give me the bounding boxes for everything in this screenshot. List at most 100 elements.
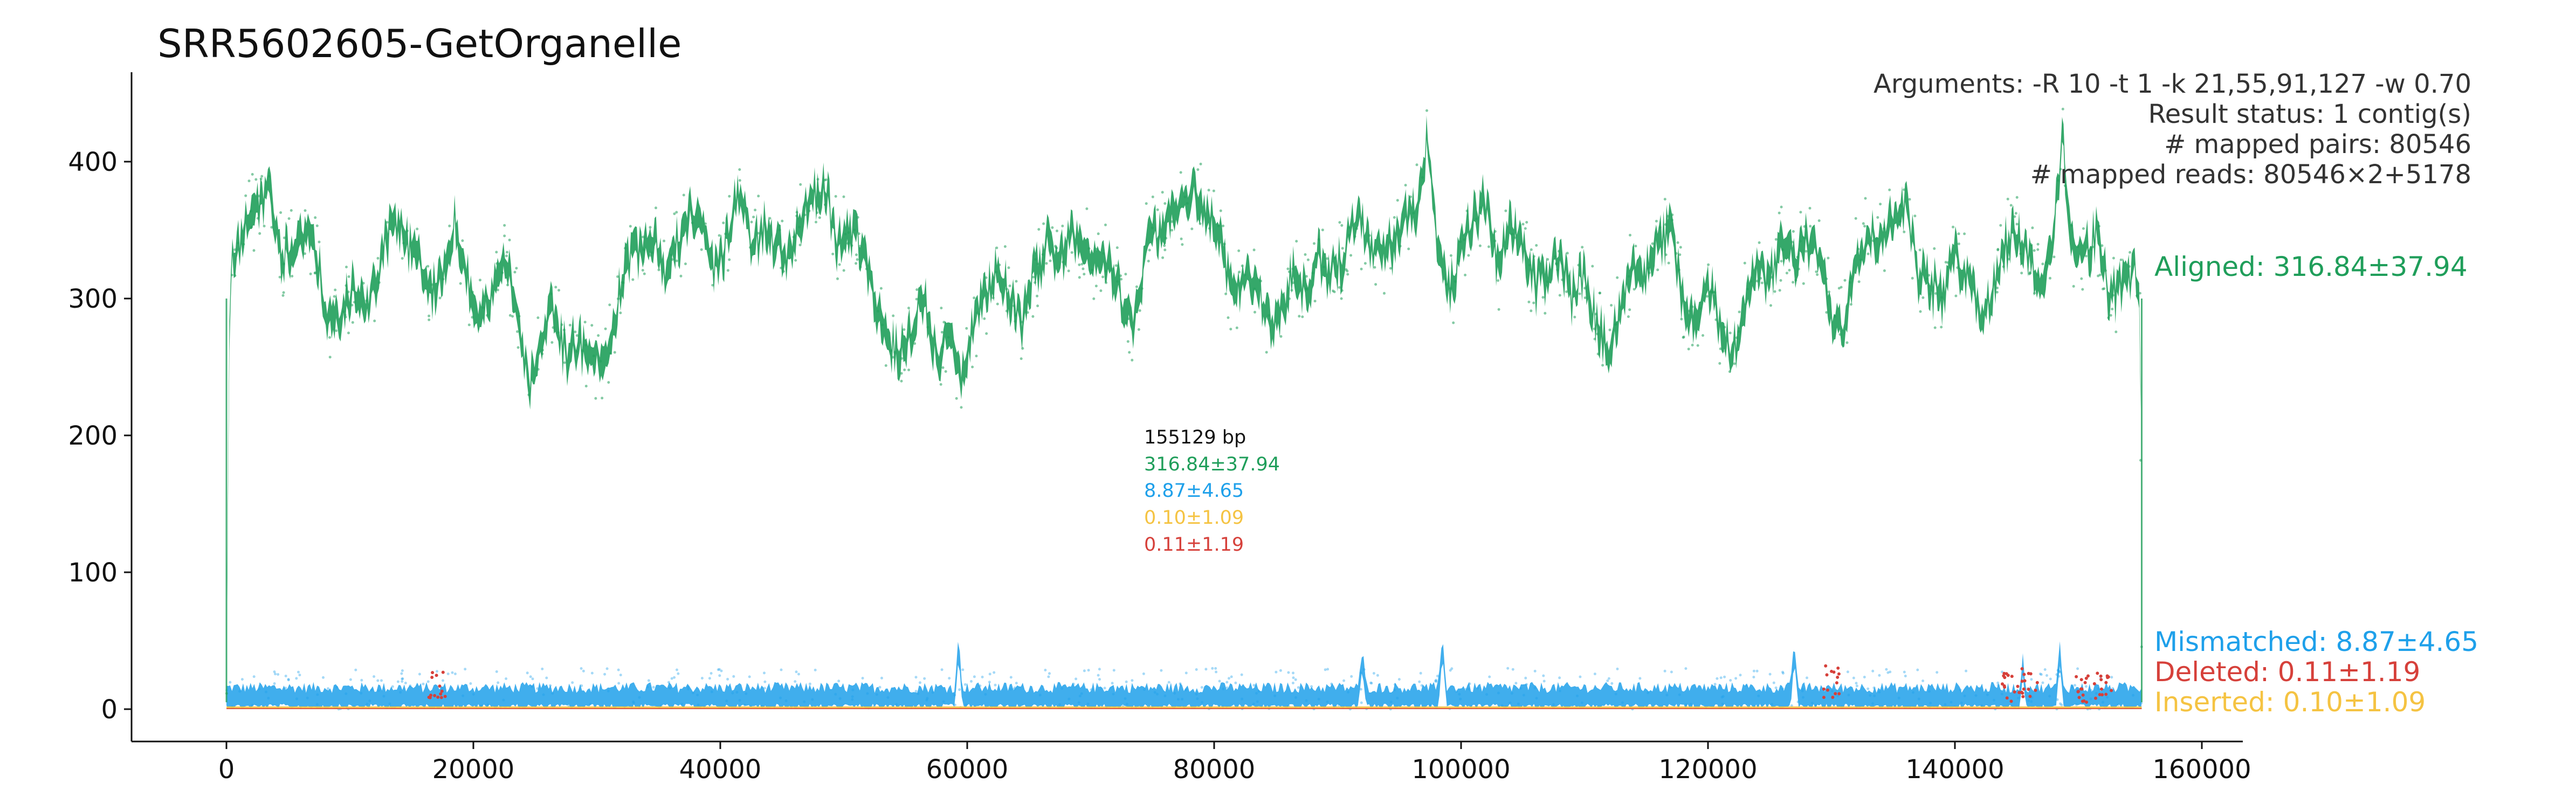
- mismatched-point: [784, 699, 788, 702]
- mismatched-point: [1944, 703, 1947, 706]
- mismatched-point: [1228, 677, 1230, 680]
- aligned-point: [941, 345, 945, 349]
- mismatched-point: [1434, 680, 1437, 683]
- mismatched-point: [646, 685, 649, 689]
- mismatched-point: [1125, 703, 1128, 706]
- mismatched-point: [779, 696, 782, 699]
- mismatched-point: [1716, 677, 1719, 680]
- aligned-point: [1913, 214, 1917, 218]
- mismatched-point: [1524, 676, 1527, 680]
- mismatched-point: [2057, 669, 2060, 673]
- mismatched-point: [1467, 688, 1470, 691]
- mismatched-point: [1124, 697, 1127, 700]
- aligned-point: [554, 286, 557, 289]
- aligned-point: [757, 232, 760, 235]
- mismatched-point: [726, 677, 729, 681]
- series-labels: Aligned: 316.84±37.94 Mismatched: 8.87±4…: [2154, 251, 2478, 718]
- mismatched-point: [605, 667, 609, 670]
- mismatched-point: [1360, 701, 1363, 704]
- aligned-point: [750, 220, 753, 224]
- aligned-point: [568, 323, 571, 327]
- mismatched-point: [2084, 685, 2088, 688]
- aligned-point: [983, 317, 986, 320]
- aligned-point: [1928, 293, 1932, 296]
- aligned-point: [1825, 277, 1828, 280]
- aligned-point: [2007, 258, 2010, 261]
- aligned-point: [1872, 239, 1875, 242]
- aligned-point: [1036, 304, 1039, 308]
- deleted-point: [441, 670, 445, 674]
- aligned-point: [1061, 224, 1064, 227]
- aligned-point: [1995, 290, 1999, 294]
- mismatched-point: [1855, 684, 1858, 688]
- mismatched-point: [1889, 670, 1892, 674]
- aligned-point: [738, 179, 741, 182]
- deleted-point: [2034, 689, 2037, 692]
- aligned-point: [304, 209, 307, 212]
- mismatched-point: [1621, 701, 1624, 704]
- deleted-point: [1824, 664, 1828, 668]
- mismatched-point: [973, 675, 976, 678]
- mismatched-point: [315, 703, 319, 706]
- mismatched-point: [265, 690, 267, 694]
- aligned-point: [575, 350, 578, 353]
- aligned-point: [1794, 279, 1797, 282]
- arguments-block: Arguments: -R 10 -t 1 -k 21,55,91,127 -w…: [1874, 69, 2471, 190]
- aligned-point: [1530, 309, 1533, 313]
- mismatched-point: [1215, 670, 1218, 674]
- mismatched-point: [1257, 690, 1261, 693]
- aligned-point: [2127, 265, 2131, 268]
- aligned-point: [1528, 264, 1531, 267]
- aligned-point: [798, 244, 802, 247]
- aligned-point: [1718, 362, 1721, 365]
- aligned-point: [846, 242, 850, 245]
- mismatched-point: [1090, 688, 1093, 691]
- aligned-point: [2081, 288, 2084, 291]
- mismatched-point: [1713, 683, 1717, 686]
- mismatched-point: [582, 669, 585, 673]
- aligned-point: [541, 352, 544, 356]
- mismatched-point: [1542, 680, 1546, 683]
- aligned-point: [1921, 296, 1925, 299]
- deleted-point: [2017, 691, 2021, 695]
- aligned-stat-text: 316.84±37.94: [1144, 454, 1280, 475]
- mismatched-point: [1397, 678, 1401, 681]
- mismatched-point: [1204, 668, 1208, 671]
- aligned-point: [1596, 352, 1600, 356]
- aligned-point: [621, 281, 624, 284]
- aligned-point: [2002, 265, 2005, 268]
- mismatched-point: [1729, 679, 1732, 682]
- aligned-point: [1148, 248, 1151, 252]
- aligned-point: [287, 217, 291, 220]
- mismatched-point: [780, 668, 783, 671]
- mismatched-point: [692, 691, 695, 695]
- aligned-point: [315, 224, 319, 227]
- mismatched-point: [677, 672, 680, 675]
- deleted-point: [2002, 671, 2006, 675]
- mismatched-point: [1510, 692, 1513, 695]
- aligned-point: [1656, 268, 1659, 272]
- aligned-point: [838, 263, 841, 266]
- mismatched-point: [1500, 704, 1504, 707]
- genome-length-text: 155129 bp: [1144, 427, 1246, 448]
- aligned-point: [900, 379, 903, 383]
- mismatched-point: [925, 698, 928, 702]
- aligned-point: [1956, 266, 1959, 269]
- aligned-point: [1085, 207, 1089, 210]
- mismatched-point: [878, 685, 881, 689]
- aligned-point: [233, 274, 237, 277]
- x-tick-label: 20000: [432, 754, 515, 785]
- mismatched-point: [687, 685, 690, 688]
- aligned-point: [1664, 223, 1667, 226]
- deleted-point: [2084, 676, 2088, 680]
- mismatched-point: [1075, 677, 1078, 681]
- mismatched-point: [2102, 701, 2104, 704]
- aligned-point: [1676, 241, 1679, 244]
- aligned-point: [941, 366, 945, 369]
- mismatched-point: [240, 678, 244, 681]
- aligned-band: [226, 115, 2141, 701]
- aligned-point: [1497, 279, 1499, 282]
- aligned-point: [1840, 286, 1843, 289]
- aligned-point: [631, 278, 635, 281]
- mismatched-point: [948, 677, 951, 680]
